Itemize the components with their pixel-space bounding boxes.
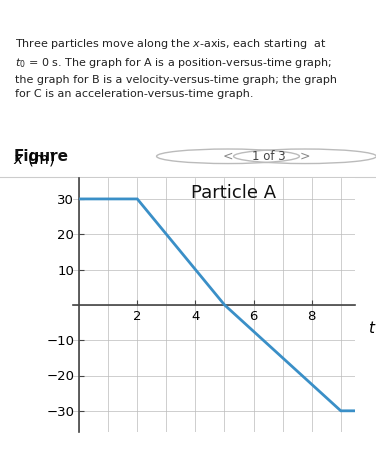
Text: Particle A: Particle A xyxy=(191,184,277,202)
Text: Figure: Figure xyxy=(14,149,69,164)
Text: Three particles move along the $x$-axis, each starting  at
$t_0$ = 0 s. The grap: Three particles move along the $x$-axis,… xyxy=(15,37,337,99)
Text: >: > xyxy=(300,150,310,163)
X-axis label: $t$ (s): $t$ (s) xyxy=(368,319,376,337)
Text: <: < xyxy=(223,150,233,163)
Y-axis label: $x$ (m): $x$ (m) xyxy=(13,149,55,167)
Text: 1 of 3: 1 of 3 xyxy=(252,150,286,163)
